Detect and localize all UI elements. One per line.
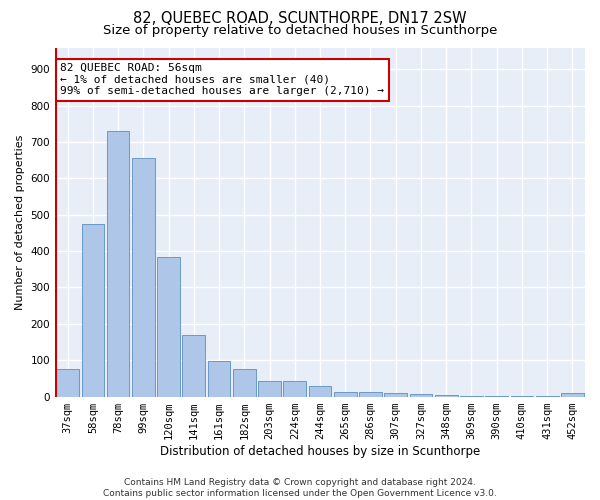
Text: Contains HM Land Registry data © Crown copyright and database right 2024.
Contai: Contains HM Land Registry data © Crown c… [103,478,497,498]
Bar [233,370,256,396]
Bar [182,335,205,396]
Text: 82, QUEBEC ROAD, SCUNTHORPE, DN17 2SW: 82, QUEBEC ROAD, SCUNTHORPE, DN17 2SW [133,11,467,26]
Bar [56,370,79,396]
X-axis label: Distribution of detached houses by size in Scunthorpe: Distribution of detached houses by size … [160,444,480,458]
Bar [359,392,382,396]
Bar [82,224,104,396]
Bar [258,382,281,396]
Bar [132,158,155,396]
Bar [208,362,230,396]
Bar [308,386,331,396]
Text: Size of property relative to detached houses in Scunthorpe: Size of property relative to detached ho… [103,24,497,37]
Text: 82 QUEBEC ROAD: 56sqm
← 1% of detached houses are smaller (40)
99% of semi-detac: 82 QUEBEC ROAD: 56sqm ← 1% of detached h… [61,63,385,96]
Y-axis label: Number of detached properties: Number of detached properties [15,134,25,310]
Bar [410,394,433,396]
Bar [334,392,356,396]
Bar [107,131,130,396]
Bar [561,393,584,396]
Bar [435,395,458,396]
Bar [157,256,180,396]
Bar [283,382,306,396]
Bar [385,393,407,396]
